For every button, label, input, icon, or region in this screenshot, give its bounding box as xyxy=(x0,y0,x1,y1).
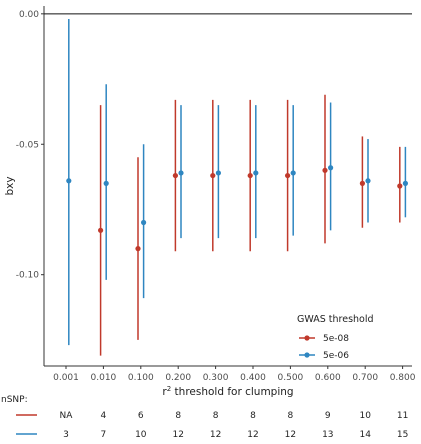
nsnp-value: 12 xyxy=(172,430,183,440)
point-5e-06-0.300 xyxy=(215,170,221,176)
point-5e-08-0.100 xyxy=(135,246,141,252)
y-tick-label: -0.10 xyxy=(16,271,40,281)
point-layer xyxy=(66,165,408,252)
nsnp-value: 8 xyxy=(288,411,294,421)
x-tick-label: 0.200 xyxy=(165,373,191,383)
nsnp-value: 12 xyxy=(210,430,221,440)
nsnp-value: 14 xyxy=(359,430,371,440)
point-5e-08-0.600 xyxy=(322,167,328,173)
nsnp-value: 9 xyxy=(325,411,331,421)
nsnp-value: 15 xyxy=(397,430,408,440)
axes-layer: 0.00 -0.05 -0.10 bxy 0.001 0.010 0.100 0.200 0.3… xyxy=(4,6,416,398)
y-tick-label: 0.00 xyxy=(19,10,39,20)
nsnp-value: 10 xyxy=(359,411,371,421)
errorbar-layer xyxy=(68,19,407,356)
point-5e-06-0.100 xyxy=(141,219,147,226)
point-5e-06-0.400 xyxy=(253,170,259,176)
nsnp-value: 8 xyxy=(213,411,219,421)
x-axis-title-suffix: threshold for clumping xyxy=(171,386,293,398)
point-5e-08-0.200 xyxy=(172,172,178,179)
legend: GWAS threshold 5e-08 5e-06 xyxy=(297,314,374,361)
point-5e-06-0.010 xyxy=(103,180,109,186)
point-5e-08-0.700 xyxy=(359,180,365,186)
nsnp-value: 3 xyxy=(63,430,69,440)
legend-key-point xyxy=(304,352,310,358)
x-axis-title-superscript: 2 xyxy=(167,385,171,393)
nsnp-value: 4 xyxy=(101,411,107,421)
nsnp-value: 6 xyxy=(138,411,144,421)
x-tick-label: 0.001 xyxy=(53,373,79,383)
x-axis-title: r2 threshold for clumping xyxy=(162,385,293,398)
point-5e-06-0.800 xyxy=(402,180,408,186)
point-5e-08-0.010 xyxy=(98,227,104,233)
legend-key-point xyxy=(304,335,310,341)
nsnp-label: nSNP: xyxy=(1,395,28,405)
x-tick-label: 0.010 xyxy=(91,373,117,383)
point-5e-06-0.500 xyxy=(290,170,296,176)
x-tick-label: 0.300 xyxy=(203,373,229,383)
legend-entry-label: 5e-06 xyxy=(323,351,349,361)
legend-title: GWAS threshold xyxy=(297,314,374,325)
legend-entry-label: 5e-08 xyxy=(323,334,349,344)
x-tick-label: 0.500 xyxy=(278,373,304,383)
point-5e-06-0.600 xyxy=(328,165,334,171)
nsnp-value: 13 xyxy=(322,430,333,440)
nsnp-value: 8 xyxy=(175,411,181,421)
point-5e-08-0.300 xyxy=(210,172,216,179)
nsnp-table: nSNP: NA 4 6 8 8 8 8 9 10 11 3 7 10 12 12 12 12 13 14 15 xyxy=(1,395,408,440)
x-axis-title-prefix: r xyxy=(162,386,167,398)
x-tick-label: 0.400 xyxy=(240,373,266,383)
point-5e-08-0.800 xyxy=(397,183,403,189)
x-tick-label: 0.800 xyxy=(390,373,416,383)
point-5e-06-0.700 xyxy=(365,178,371,184)
x-tick-label: 0.600 xyxy=(315,373,341,383)
nsnp-value: 12 xyxy=(247,430,258,440)
y-axis-title: bxy xyxy=(4,176,16,195)
point-5e-08-0.500 xyxy=(285,172,291,179)
point-5e-08-0.400 xyxy=(247,172,253,179)
y-tick-label: -0.05 xyxy=(16,140,39,150)
nsnp-value: NA xyxy=(60,411,74,421)
nsnp-value: 10 xyxy=(135,430,147,440)
x-tick-label: 0.700 xyxy=(352,373,378,383)
nsnp-value: 11 xyxy=(397,411,408,421)
nsnp-value: 8 xyxy=(250,411,256,421)
nsnp-value: 12 xyxy=(285,430,296,440)
x-tick-label: 0.100 xyxy=(128,373,154,383)
point-5e-06-0.001 xyxy=(66,178,72,184)
point-5e-06-0.200 xyxy=(178,170,184,176)
nsnp-value: 7 xyxy=(101,430,107,440)
